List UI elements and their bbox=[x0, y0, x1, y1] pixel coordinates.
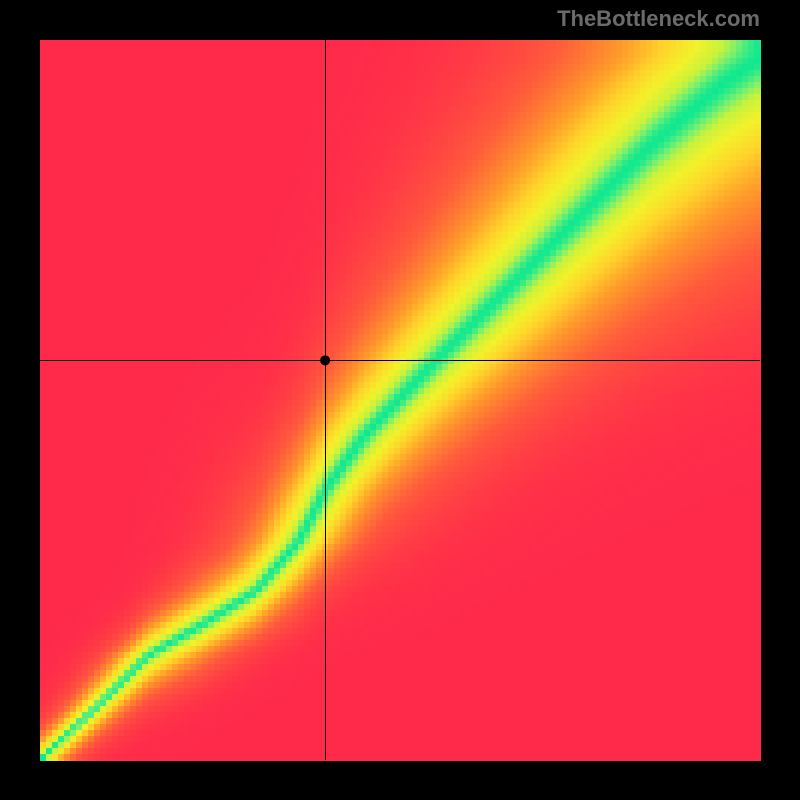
watermark-text: TheBottleneck.com bbox=[557, 6, 760, 32]
bottleneck-heatmap bbox=[0, 0, 800, 800]
chart-container: TheBottleneck.com bbox=[0, 0, 800, 800]
